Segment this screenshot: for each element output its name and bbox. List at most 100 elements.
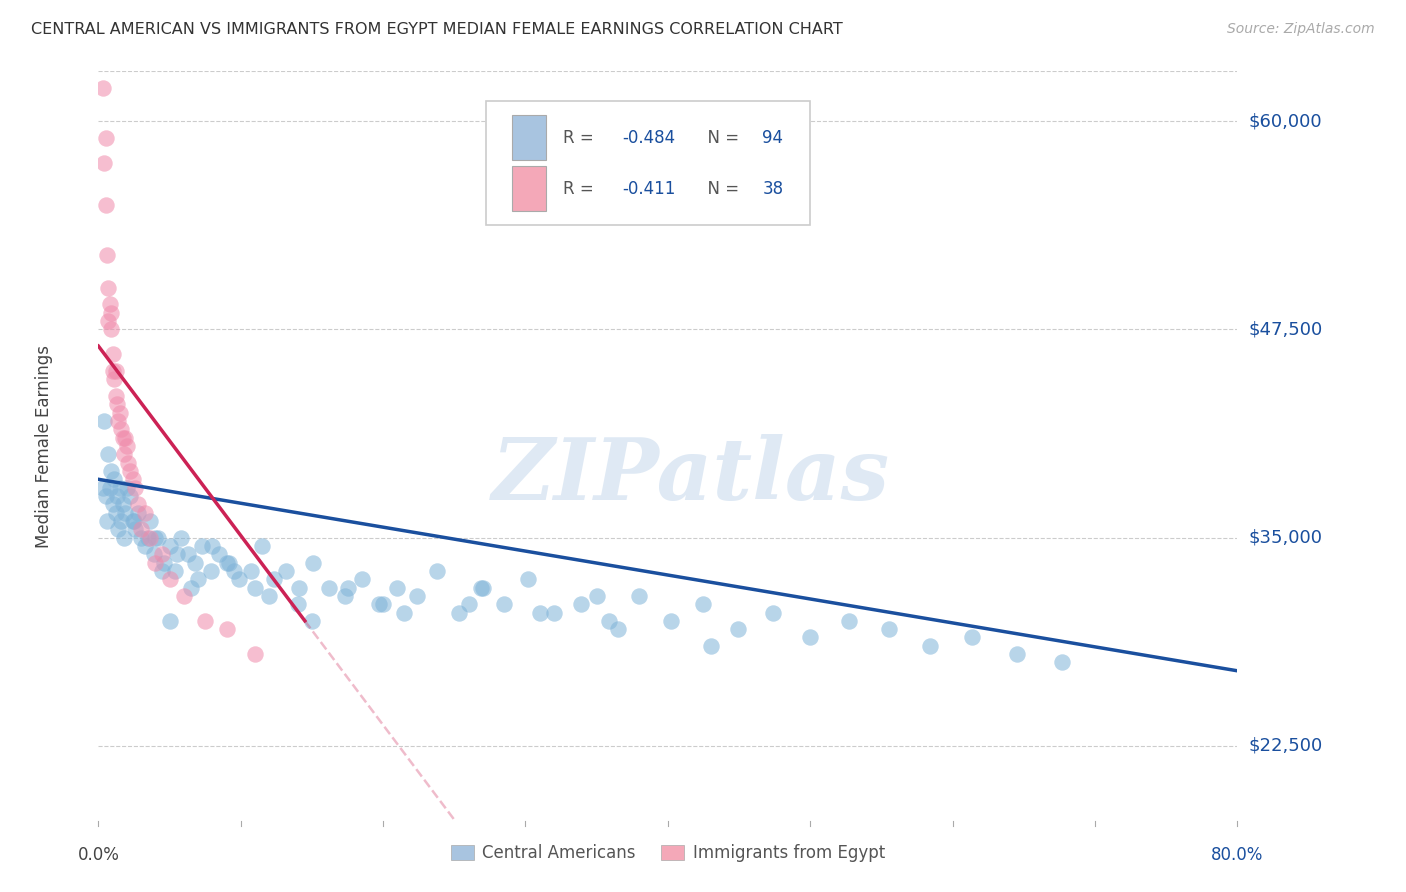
Point	[877, 622, 900, 636]
Point	[93, 156, 115, 170]
Point	[117, 456, 139, 470]
Point	[517, 572, 540, 586]
Point	[166, 547, 188, 561]
Point	[350, 572, 373, 586]
Point	[98, 297, 121, 311]
Point	[228, 572, 250, 586]
Point	[447, 606, 470, 620]
Point	[115, 481, 138, 495]
Point	[799, 631, 821, 645]
Point	[569, 597, 592, 611]
Point	[263, 572, 285, 586]
Point	[127, 506, 149, 520]
Point	[288, 581, 311, 595]
Point	[103, 472, 125, 486]
Point	[124, 481, 146, 495]
Text: $47,500: $47,500	[1249, 320, 1323, 338]
Point	[543, 606, 565, 620]
Point	[200, 564, 222, 578]
Point	[97, 314, 120, 328]
FancyBboxPatch shape	[485, 102, 810, 225]
Point	[98, 481, 121, 495]
Point	[101, 497, 124, 511]
Point	[243, 647, 266, 661]
Point	[962, 631, 984, 645]
Point	[142, 547, 165, 561]
Point	[218, 556, 240, 570]
Point	[187, 572, 209, 586]
Point	[110, 514, 132, 528]
Point	[94, 489, 117, 503]
Point	[173, 589, 195, 603]
Point	[426, 564, 449, 578]
Point	[111, 497, 134, 511]
Point	[127, 497, 149, 511]
Text: ZIPatlas: ZIPatlas	[492, 434, 890, 517]
Point	[101, 347, 124, 361]
Point	[134, 539, 156, 553]
Point	[659, 614, 682, 628]
Point	[250, 539, 273, 553]
Point	[103, 372, 125, 386]
Point	[302, 556, 325, 570]
Point	[259, 589, 281, 603]
Text: $22,500: $22,500	[1249, 737, 1323, 755]
FancyBboxPatch shape	[512, 166, 546, 211]
Point	[100, 322, 122, 336]
Text: 38: 38	[762, 179, 783, 198]
Point	[94, 197, 117, 211]
Point	[100, 464, 122, 478]
Text: Source: ZipAtlas.com: Source: ZipAtlas.com	[1227, 22, 1375, 37]
Point	[394, 606, 416, 620]
Point	[134, 506, 156, 520]
FancyBboxPatch shape	[512, 115, 546, 160]
Legend: Central Americans, Immigrants from Egypt: Central Americans, Immigrants from Egypt	[444, 838, 891, 869]
Point	[138, 514, 160, 528]
Point	[101, 364, 124, 378]
Point	[471, 581, 494, 595]
Point	[152, 547, 174, 561]
Point	[107, 414, 129, 428]
Point	[108, 481, 131, 495]
Point	[105, 397, 128, 411]
Point	[373, 597, 395, 611]
Text: -0.411: -0.411	[623, 179, 676, 198]
Point	[165, 564, 187, 578]
Point	[159, 572, 181, 586]
Point	[100, 306, 122, 320]
Point	[336, 581, 359, 595]
Point	[115, 439, 138, 453]
Point	[406, 589, 429, 603]
Point	[699, 639, 721, 653]
Point	[118, 464, 141, 478]
Point	[276, 564, 298, 578]
Text: $60,000: $60,000	[1249, 112, 1322, 130]
Point	[215, 556, 238, 570]
Point	[104, 506, 127, 520]
Point	[136, 531, 159, 545]
Text: $35,000: $35,000	[1249, 529, 1323, 547]
Point	[727, 622, 749, 636]
Point	[598, 614, 620, 628]
Text: -0.484: -0.484	[623, 128, 675, 146]
Point	[118, 489, 141, 503]
Point	[110, 422, 132, 436]
Point	[470, 581, 492, 595]
Point	[96, 247, 118, 261]
Point	[104, 364, 127, 378]
Text: 94: 94	[762, 128, 783, 146]
Point	[367, 597, 389, 611]
Point	[107, 522, 129, 536]
Point	[114, 506, 136, 520]
Point	[585, 589, 607, 603]
Point	[243, 581, 266, 595]
Point	[215, 622, 238, 636]
Text: R =: R =	[562, 179, 599, 198]
Point	[692, 597, 714, 611]
Text: N =: N =	[697, 179, 745, 198]
Text: 80.0%: 80.0%	[1211, 846, 1264, 863]
Point	[159, 614, 181, 628]
Point	[97, 447, 120, 461]
Point	[201, 539, 224, 553]
Point	[184, 556, 207, 570]
